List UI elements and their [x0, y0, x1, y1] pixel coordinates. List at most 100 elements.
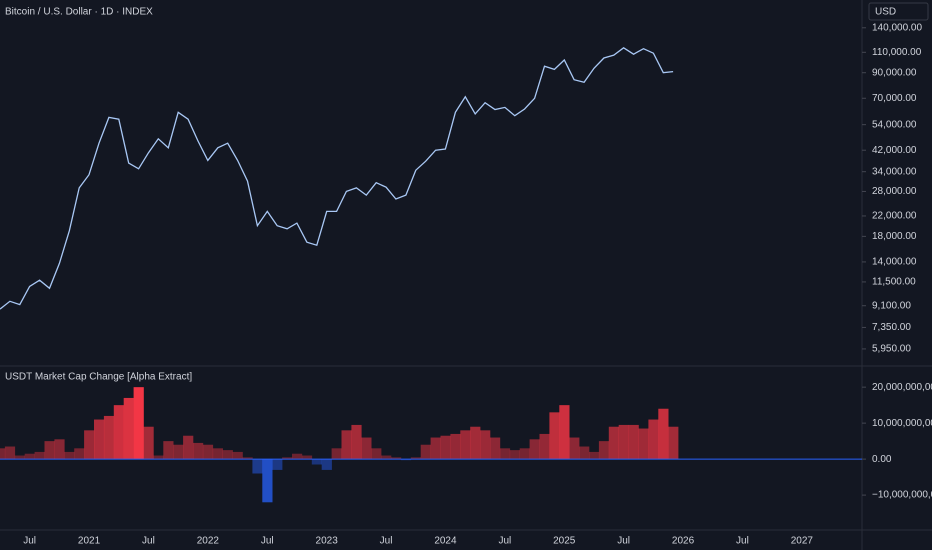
y-tick-label: 20,000,000,000.00: [872, 382, 932, 393]
bar: [113, 405, 124, 460]
bar: [569, 437, 580, 460]
bar: [64, 451, 75, 460]
y-tick-label: 28,000.00: [872, 186, 917, 197]
bar: [668, 426, 679, 460]
x-tick-label: Jul: [498, 536, 511, 547]
y-tick-label: 110,000.00: [872, 47, 922, 58]
bar: [311, 459, 322, 465]
bar: [301, 455, 313, 460]
x-tick-label: 2024: [434, 536, 457, 547]
y-tick-label: 34,000.00: [872, 166, 917, 177]
x-tick-label: 2025: [553, 536, 576, 547]
bar: [94, 419, 105, 460]
bar: [163, 441, 174, 460]
price-line: [0, 47, 674, 310]
bar: [193, 442, 204, 460]
bar: [450, 433, 461, 460]
bar: [44, 441, 55, 460]
y-tick-label: 90,000.00: [872, 67, 917, 78]
bar: [371, 448, 382, 460]
x-tick-label: 2026: [672, 536, 695, 547]
bar: [252, 459, 263, 474]
bar: [618, 424, 629, 460]
currency-button[interactable]: [868, 2, 929, 21]
bar: [262, 459, 273, 503]
x-tick-label: Jul: [617, 536, 630, 547]
bar: [361, 437, 372, 460]
bar: [589, 451, 600, 460]
y-tick-label: 42,000.00: [872, 145, 917, 156]
bar: [14, 455, 25, 460]
bar: [559, 405, 570, 460]
bar: [173, 444, 184, 460]
bar: [598, 441, 610, 460]
bar: [133, 387, 144, 460]
y-tick-label: 11,500.00: [872, 277, 916, 288]
bar: [341, 430, 352, 460]
x-tick-label: Jul: [261, 536, 274, 547]
bar: [103, 415, 115, 460]
chart-title: Bitcoin / U.S. Dollar · 1D · INDEX: [5, 7, 153, 18]
x-tick-label: 2027: [791, 536, 814, 547]
x-tick-label: 2023: [316, 536, 339, 547]
bar: [272, 459, 283, 470]
bar: [430, 437, 441, 460]
bar: [648, 419, 659, 460]
bar: [54, 439, 65, 460]
y-tick-label: 5,950.00: [872, 344, 911, 355]
bar: [351, 424, 362, 460]
bar: [4, 446, 16, 460]
bar: [490, 437, 501, 460]
bar: [400, 459, 412, 461]
bar: [608, 426, 619, 460]
bar: [628, 424, 639, 460]
bar: [321, 459, 332, 470]
currency-label: USD: [875, 7, 896, 18]
bar: [24, 453, 35, 460]
bar: [480, 430, 491, 460]
x-tick-label: Jul: [23, 536, 36, 547]
x-tick-label: Jul: [736, 536, 749, 547]
bar: [658, 408, 669, 460]
bar: [123, 397, 134, 460]
bar: [202, 444, 214, 460]
bar: [539, 433, 550, 460]
bar: [242, 457, 253, 460]
bar: [579, 446, 590, 460]
y-tick-label: 0.00: [872, 454, 892, 465]
y-tick-label: 140,000.00: [872, 22, 922, 33]
x-tick-label: Jul: [142, 536, 155, 547]
bar: [470, 426, 481, 460]
bar: [331, 448, 342, 460]
bar: [549, 412, 560, 460]
bar: [381, 455, 392, 460]
bar: [410, 457, 421, 460]
bar: [282, 457, 293, 460]
x-tick-label: 2021: [78, 536, 101, 547]
y-tick-label: −10,000,000,000.00: [872, 490, 932, 501]
bar: [499, 448, 511, 460]
bar: [222, 450, 233, 460]
indicator-title: USDT Market Cap Change [Alpha Extract]: [5, 372, 192, 383]
bar: [183, 435, 194, 460]
y-tick-label: 14,000.00: [872, 257, 917, 268]
bar: [143, 426, 154, 460]
x-tick-label: 2022: [197, 536, 220, 547]
bar: [153, 455, 164, 460]
bar: [440, 435, 451, 460]
y-tick-label: 22,000.00: [872, 211, 917, 222]
bar: [232, 451, 243, 460]
bar: [0, 448, 6, 460]
y-tick-label: 7,350.00: [872, 322, 911, 333]
bar: [519, 448, 530, 460]
y-tick-label: 18,000.00: [872, 231, 917, 242]
bar: [74, 448, 85, 460]
bar: [292, 453, 303, 460]
y-tick-label: 54,000.00: [872, 119, 917, 130]
bar: [391, 457, 402, 460]
y-tick-label: 70,000.00: [872, 93, 917, 104]
y-tick-label: 10,000,000,000.00: [872, 418, 932, 429]
bar: [212, 448, 223, 460]
bar: [84, 430, 95, 460]
